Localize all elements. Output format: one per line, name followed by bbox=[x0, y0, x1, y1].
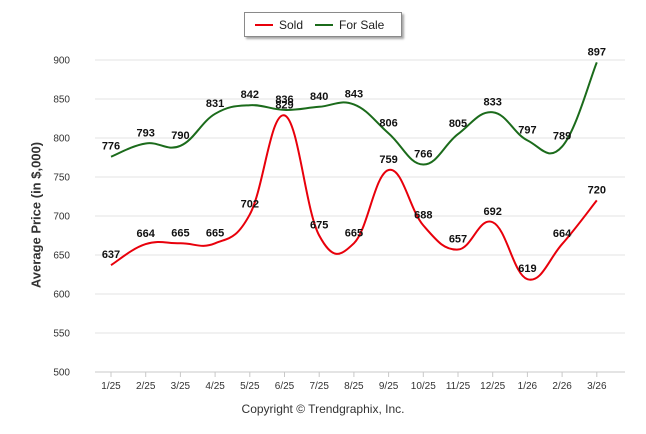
data-label-for-sale: 793 bbox=[137, 127, 155, 139]
y-tick-label: 700 bbox=[53, 212, 70, 223]
x-tick-label: 1/26 bbox=[518, 381, 538, 392]
x-tick-label: 2/26 bbox=[552, 381, 572, 392]
data-label-sold: 829 bbox=[275, 99, 293, 111]
x-tick-label: 4/25 bbox=[205, 381, 225, 392]
legend-swatch-sold bbox=[255, 23, 273, 26]
data-label-sold: 665 bbox=[206, 227, 224, 239]
data-label-for-sale: 797 bbox=[518, 124, 536, 136]
legend-label-sold: Sold bbox=[279, 17, 304, 32]
x-tick-label: 6/25 bbox=[275, 381, 295, 392]
legend-swatch-for-sale bbox=[315, 23, 333, 26]
data-label-for-sale: 836 bbox=[275, 94, 293, 106]
data-label-for-sale: 833 bbox=[484, 96, 502, 108]
legend-item-for-sale[interactable]: For Sale bbox=[315, 13, 384, 36]
x-tick-label: 2/25 bbox=[136, 381, 156, 392]
y-tick-label: 750 bbox=[53, 173, 70, 184]
data-label-sold: 664 bbox=[137, 228, 156, 240]
y-tick-label: 500 bbox=[53, 368, 70, 379]
data-label-for-sale: 831 bbox=[206, 98, 224, 110]
data-label-sold: 720 bbox=[588, 184, 606, 196]
y-axis-label: Average Price (in $,000) bbox=[28, 141, 44, 289]
x-tick-label: 10/25 bbox=[411, 381, 436, 392]
data-label-sold: 759 bbox=[379, 154, 397, 166]
grid-lines bbox=[95, 59, 625, 373]
data-label-for-sale: 776 bbox=[102, 141, 120, 153]
y-tick-label: 850 bbox=[53, 95, 70, 106]
data-label-sold: 665 bbox=[171, 227, 189, 239]
y-tick-label: 600 bbox=[53, 290, 70, 301]
data-label-sold: 664 bbox=[553, 228, 572, 240]
x-tick-label: 7/25 bbox=[309, 381, 329, 392]
data-label-sold: 675 bbox=[310, 220, 328, 232]
y-tick-label: 650 bbox=[53, 251, 70, 262]
data-label-for-sale: 790 bbox=[171, 130, 189, 142]
data-label-for-sale: 843 bbox=[345, 88, 363, 100]
data-label-sold: 637 bbox=[102, 249, 120, 261]
data-label-sold: 665 bbox=[345, 227, 363, 239]
data-label-sold: 702 bbox=[241, 198, 259, 210]
data-label-sold: 657 bbox=[449, 234, 467, 246]
x-tick-label: 1/25 bbox=[101, 381, 121, 392]
series-lines bbox=[110, 61, 598, 281]
series-line-sold bbox=[110, 114, 598, 281]
data-label-sold: 619 bbox=[518, 263, 536, 275]
series-line-for-sale bbox=[110, 61, 598, 166]
x-tick-label: 3/26 bbox=[587, 381, 607, 392]
x-tick-label: 9/25 bbox=[379, 381, 399, 392]
data-label-for-sale: 897 bbox=[588, 46, 606, 58]
data-label-for-sale: 842 bbox=[241, 89, 259, 101]
legend-label-for-sale: For Sale bbox=[339, 17, 385, 32]
data-label-for-sale: 789 bbox=[553, 131, 571, 143]
y-tick-label: 800 bbox=[53, 134, 70, 145]
copyright-text: Copyright © Trendgraphix, Inc. bbox=[241, 402, 405, 416]
data-label-for-sale: 766 bbox=[414, 149, 432, 161]
data-labels: 637 664 665 665 702 829 675 665 759 688 657 692 619 6… bbox=[102, 46, 606, 275]
data-label-for-sale: 805 bbox=[449, 118, 467, 130]
legend: Sold For Sale bbox=[244, 12, 402, 37]
axes: 500 550 600 650 700 750 800 850 900 1/25 2/25 3/25 4… bbox=[53, 56, 625, 392]
data-label-sold: 688 bbox=[414, 209, 432, 221]
x-tick-label: 5/25 bbox=[240, 381, 260, 392]
data-label-for-sale: 806 bbox=[379, 117, 397, 129]
x-tick-label: 11/25 bbox=[446, 381, 471, 392]
x-tick-label: 12/25 bbox=[480, 381, 505, 392]
x-tick-label: 8/25 bbox=[344, 381, 364, 392]
legend-item-sold[interactable]: Sold bbox=[255, 13, 303, 36]
y-tick-label: 550 bbox=[53, 329, 70, 340]
data-label-for-sale: 840 bbox=[310, 91, 328, 103]
x-tick-label: 3/25 bbox=[171, 381, 191, 392]
y-tick-label: 900 bbox=[53, 56, 70, 67]
data-label-sold: 692 bbox=[484, 206, 502, 218]
